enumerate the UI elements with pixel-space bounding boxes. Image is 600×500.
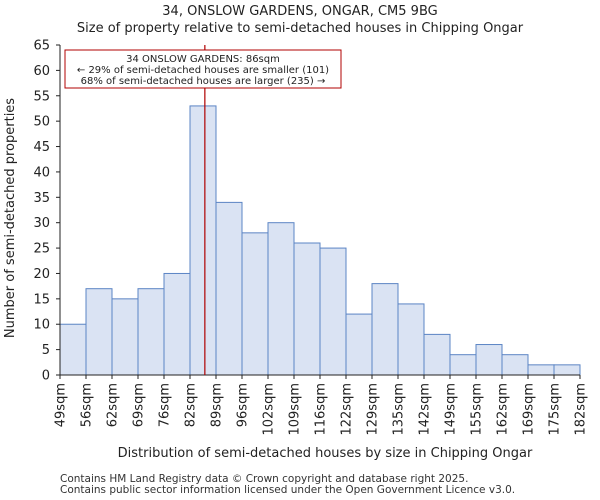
y-ticks-group: 0 5 10 15 20 25 30 35 40 45 50 55 60 65: [33, 39, 60, 384]
x-tick-label: 116sqm: [314, 383, 329, 436]
y-tick-label: 35: [33, 191, 50, 206]
x-tick-label: 129sqm: [366, 383, 381, 436]
x-tick-label: 56sqm: [80, 383, 95, 427]
bar-129sqm: [371, 283, 399, 376]
x-tick-label: 69sqm: [132, 383, 147, 427]
bar-149sqm: [449, 354, 477, 376]
footer-line-1: Contains HM Land Registry data © Crown c…: [60, 473, 469, 485]
x-tick-label: 169sqm: [522, 383, 537, 436]
y-axis-label: Number of semi-detached properties: [3, 98, 18, 338]
footer-line-2: Contains public sector information licen…: [60, 484, 516, 496]
chart-title: 34, ONSLOW GARDENS, ONGAR, CM5 9BG Size …: [0, 3, 600, 37]
bar-102sqm: [267, 222, 295, 376]
bar-175sqm: [553, 364, 581, 376]
y-tick-label: 25: [33, 242, 50, 257]
x-tick-label: 135sqm: [392, 383, 407, 436]
y-tick-label: 30: [33, 216, 50, 231]
y-tick-label: 0: [42, 369, 50, 384]
bar-89sqm: [215, 201, 243, 376]
annotation-line-1: 34 ONSLOW GARDENS: 86sqm: [126, 54, 280, 65]
x-tick-label: 49sqm: [54, 383, 69, 427]
bar-142sqm: [423, 333, 451, 376]
bar-96sqm: [241, 232, 269, 376]
annotation-box: [64, 49, 342, 89]
y-tick-label: 40: [33, 165, 50, 180]
x-tick-label: 142sqm: [418, 383, 433, 436]
bar-49sqm: [59, 323, 87, 376]
bars-group: [59, 105, 581, 376]
x-tick-label: 89sqm: [210, 383, 225, 427]
x-tick-label: 76sqm: [158, 383, 173, 427]
bar-62sqm: [111, 298, 139, 376]
y-tick-label: 10: [33, 318, 50, 333]
y-tick-label: 20: [33, 267, 50, 282]
bar-69sqm: [137, 288, 165, 376]
x-tick-label: 82sqm: [184, 383, 199, 427]
bar-76sqm: [163, 272, 191, 376]
bar-109sqm: [293, 242, 321, 376]
x-tick-label: 102sqm: [262, 383, 277, 436]
y-tick-label: 45: [33, 140, 50, 155]
bar-162sqm: [501, 354, 529, 376]
bar-135sqm: [397, 303, 425, 376]
x-tick-label: 149sqm: [444, 383, 459, 436]
x-tick-label: 162sqm: [496, 383, 511, 436]
x-axis-label: Distribution of semi-detached houses by …: [118, 446, 533, 461]
x-tick-label: 175sqm: [548, 383, 563, 436]
x-tick-label: 96sqm: [236, 383, 251, 427]
bar-82sqm: [189, 105, 217, 376]
bar-122sqm: [345, 313, 373, 376]
x-ticks-group: 49sqm 56sqm 62sqm 69sqm 76sqm 82sqm 89sqm 96sqm…: [54, 375, 589, 436]
y-tick-label: 5: [42, 343, 50, 358]
bar-155sqm: [475, 344, 503, 376]
y-tick-label: 50: [33, 115, 50, 130]
title-line-2: Size of property relative to semi-detach…: [76, 21, 524, 36]
y-tick-label: 65: [33, 39, 50, 54]
bar-116sqm: [319, 247, 347, 376]
title-line-1: 34, ONSLOW GARDENS, ONGAR, CM5 9BG: [162, 4, 438, 19]
bar-169sqm: [527, 364, 555, 376]
footer: Contains HM Land Registry data © Crown c…: [60, 474, 515, 496]
annotation-line-2: ← 29% of semi-detached houses are smalle…: [77, 65, 329, 76]
y-tick-label: 55: [33, 89, 50, 104]
y-tick-label: 15: [33, 292, 50, 307]
x-tick-label: 62sqm: [106, 383, 121, 427]
bar-56sqm: [85, 288, 113, 376]
x-tick-label: 109sqm: [288, 383, 303, 436]
annotation-group: 34 ONSLOW GARDENS: 86sqm← 29% of semi-de…: [64, 49, 342, 89]
x-tick-label: 182sqm: [574, 383, 589, 436]
y-tick-label: 60: [33, 64, 50, 79]
x-tick-label: 122sqm: [340, 383, 355, 436]
annotation-line-3: 68% of semi-detached houses are larger (…: [81, 76, 326, 87]
x-tick-label: 155sqm: [470, 383, 485, 436]
